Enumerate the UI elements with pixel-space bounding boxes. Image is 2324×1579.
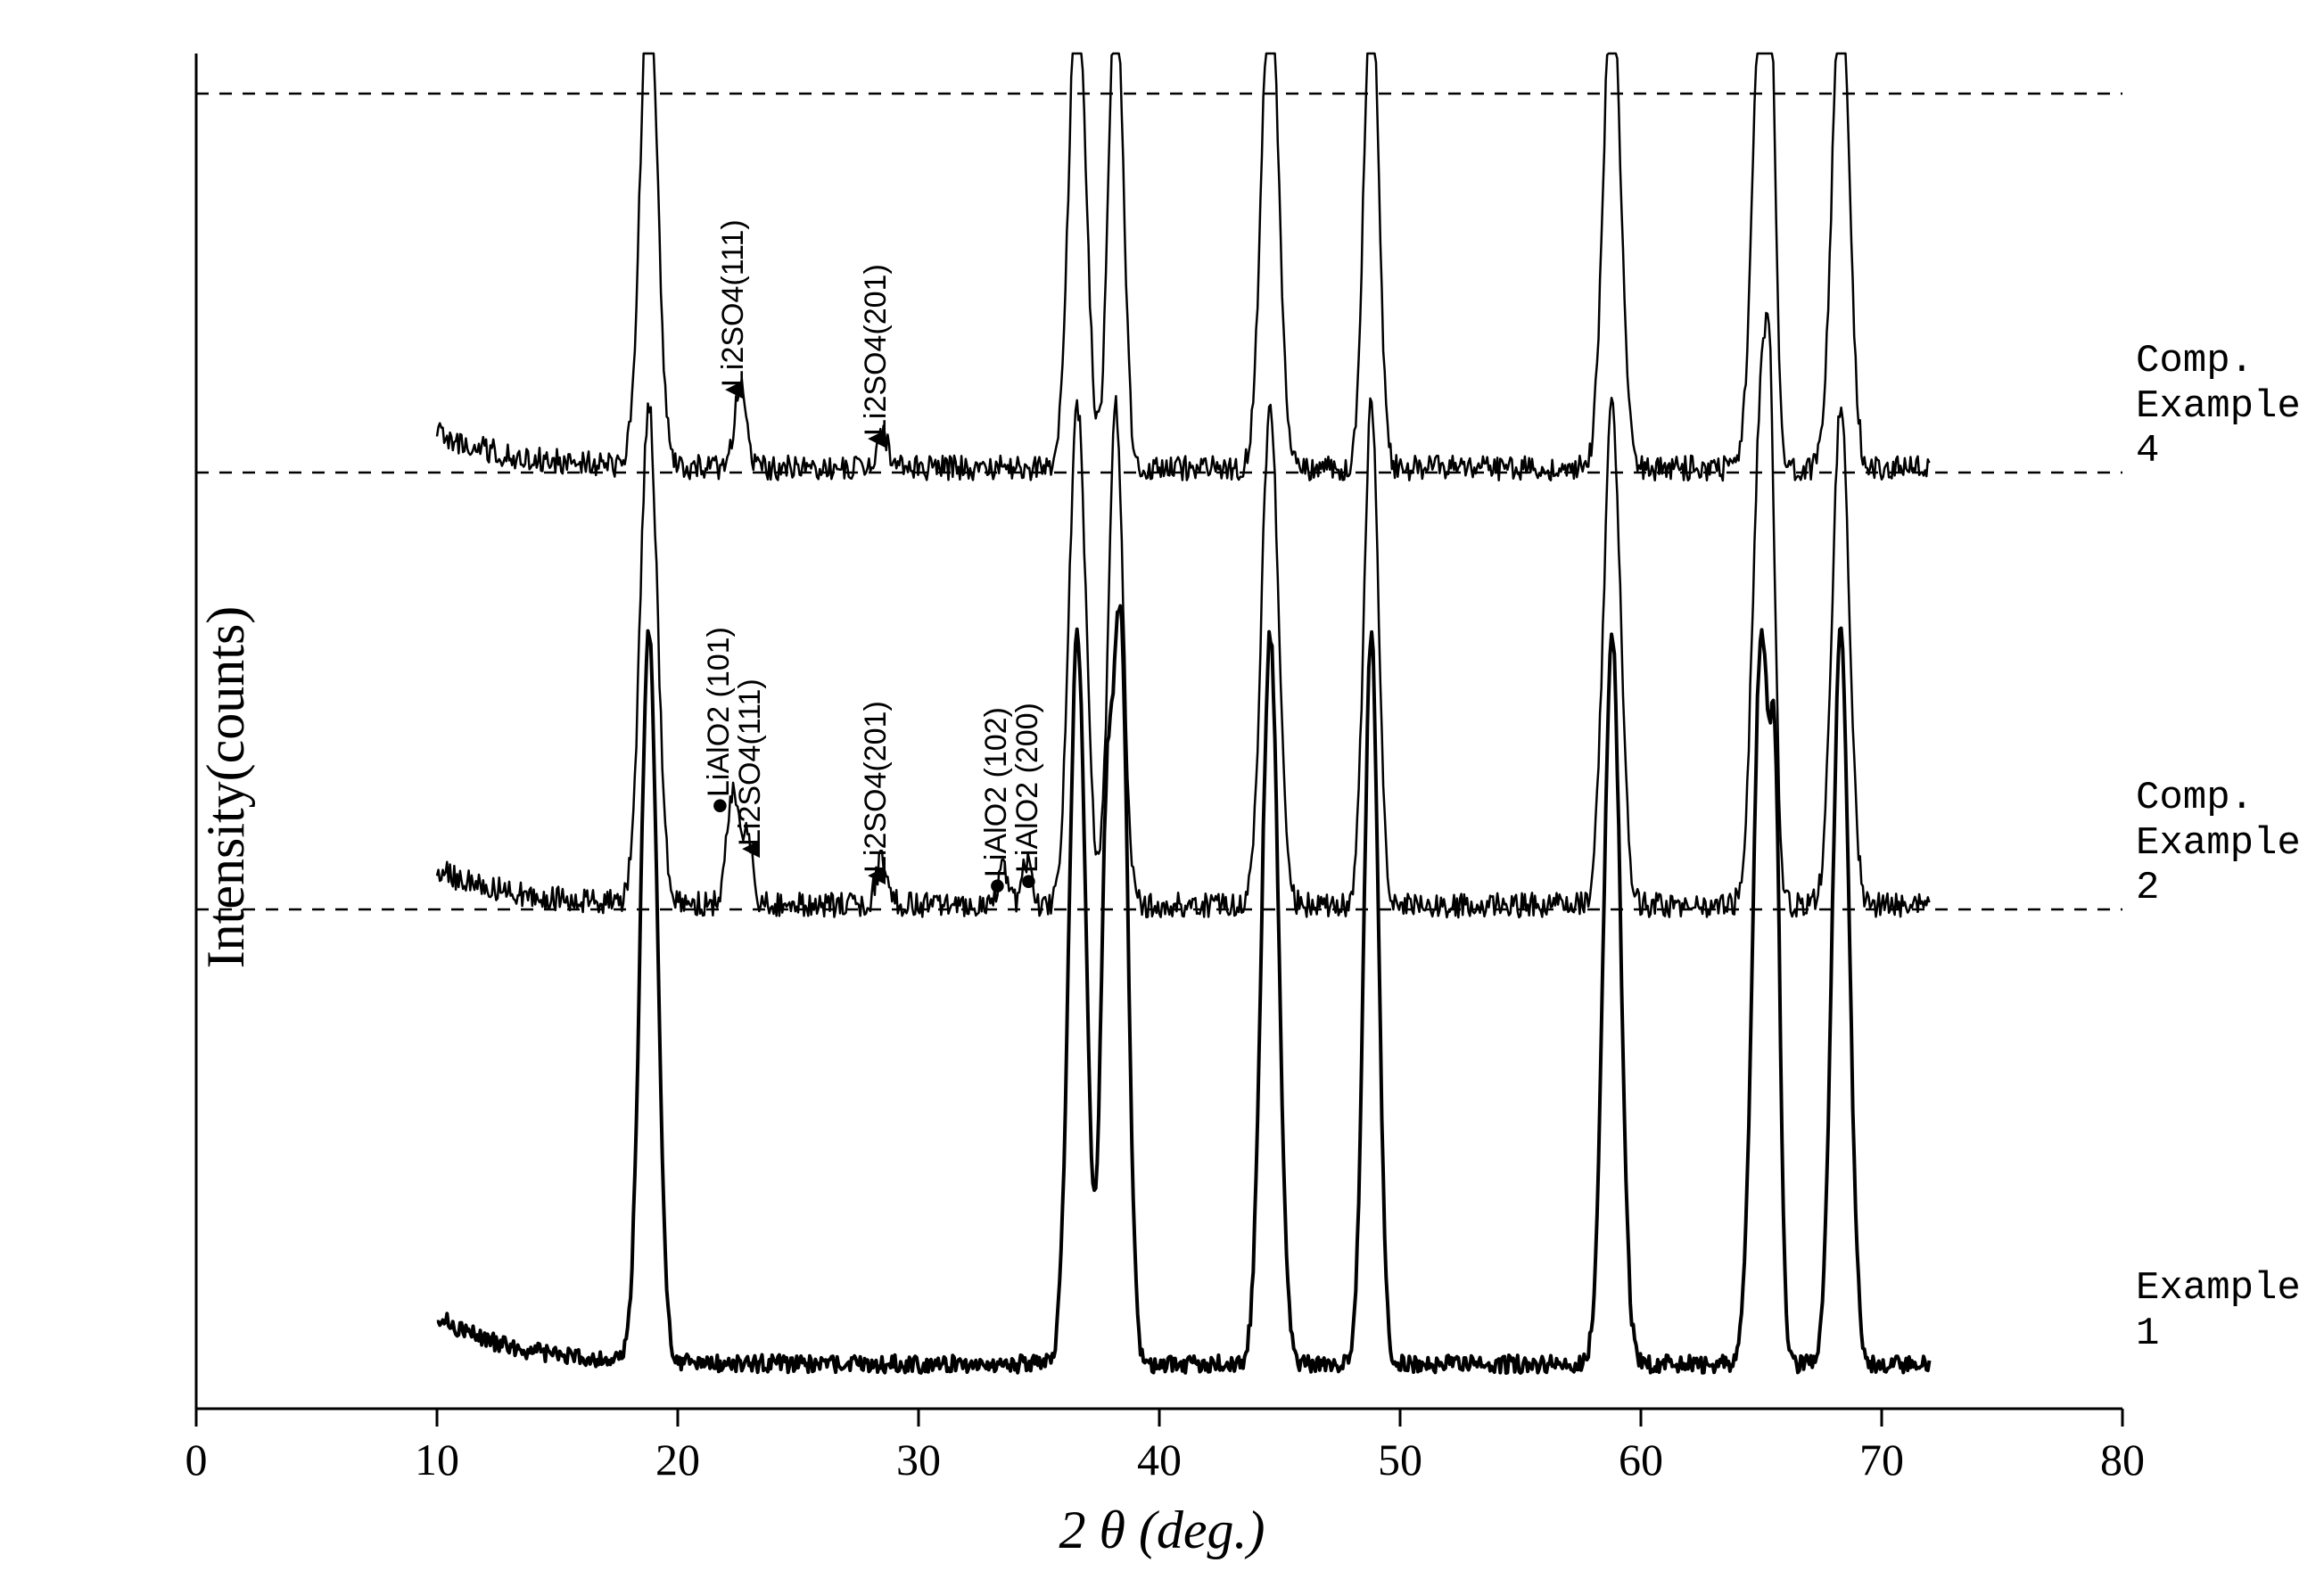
y-axis-label: Intensity(counts) (195, 606, 257, 969)
x-axis-label: 2 θ (deg.) (1059, 1500, 1265, 1561)
series-label-comp2: Comp.Example 2 (2136, 776, 2324, 911)
peak-annotation-text: Li2SO4(111) (716, 219, 750, 387)
x-tick: 20 (655, 1434, 700, 1485)
plot-svg (0, 0, 2324, 1575)
peak-annotation: ●LiAlO2 (102) (979, 707, 1014, 895)
circle-icon: ● (702, 797, 737, 815)
xrd-chart: Intensity(counts) 2 θ (deg.) 0 10 20 30 40 50… (0, 0, 2324, 1575)
circle-icon: ● (1010, 873, 1045, 891)
peak-annotation: ●LiAlO2 (101) (702, 627, 737, 815)
peak-annotation-text: Li2SO4(111) (733, 678, 767, 846)
x-tick: 10 (415, 1434, 459, 1485)
peak-annotation-text: Li2SO4(201) (859, 701, 893, 873)
peak-annotation: ▲Li2SO4(201) (859, 264, 894, 454)
series-label-example1: Example 1 (2136, 1266, 2324, 1356)
x-tick: 80 (2100, 1434, 2145, 1485)
triangle-icon: ▲ (859, 873, 894, 891)
x-tick: 50 (1378, 1434, 1422, 1485)
peak-annotation: ▲Li2SO4(111) (716, 219, 751, 405)
x-tick: 40 (1137, 1434, 1182, 1485)
peak-annotation: ▲Li2SO4(111) (733, 678, 768, 864)
x-tick: 0 (185, 1434, 208, 1485)
peak-annotation-text: LiAlO2 (101) (702, 627, 736, 797)
peak-annotation: ▲Li2SO4(201) (859, 701, 894, 891)
x-tick: 30 (896, 1434, 941, 1485)
circle-icon: ● (979, 877, 1014, 895)
triangle-icon: ▲ (716, 387, 751, 405)
peak-annotation-text: Li2SO4(201) (859, 264, 893, 436)
triangle-icon: ▲ (733, 846, 768, 864)
peak-annotation: ●LiAlO2 (200) (1010, 703, 1045, 891)
x-tick: 60 (1619, 1434, 1663, 1485)
peak-annotation-text: LiAlO2 (102) (979, 707, 1013, 877)
peak-annotation-text: LiAlO2 (200) (1010, 703, 1044, 873)
triangle-icon: ▲ (859, 436, 894, 454)
series-label-comp4: Comp.Example 4 (2136, 339, 2324, 474)
x-tick: 70 (1859, 1434, 1904, 1485)
